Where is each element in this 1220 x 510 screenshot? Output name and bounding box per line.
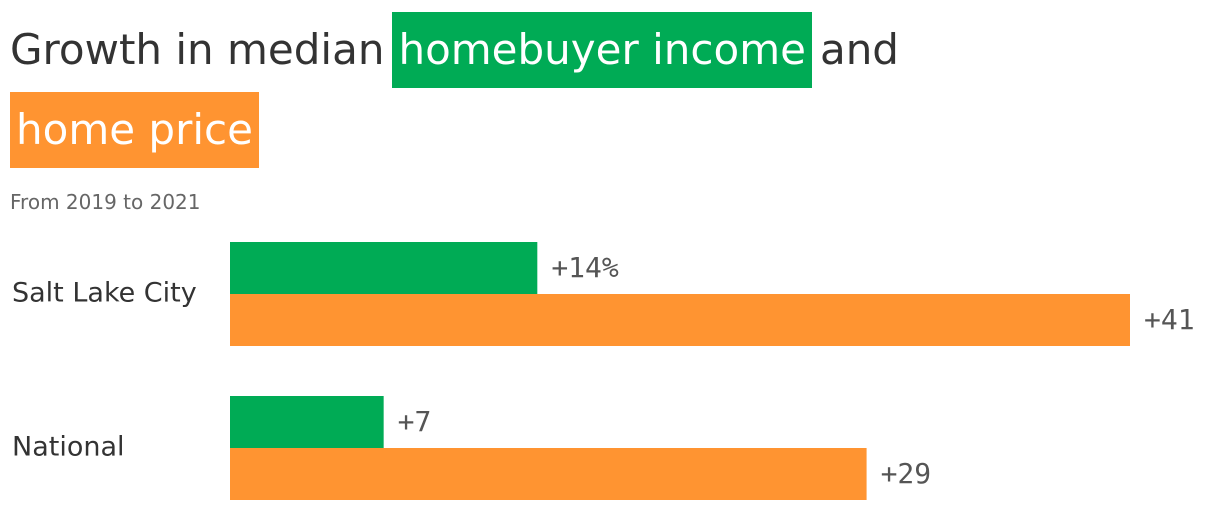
category-label: National bbox=[12, 432, 125, 463]
value-label: +14% bbox=[551, 251, 619, 284]
title-text: Growth in median bbox=[10, 25, 385, 74]
title-highlight: home price bbox=[10, 92, 259, 168]
subtitle: From 2019 to 2021 bbox=[10, 190, 201, 214]
bar bbox=[230, 396, 384, 448]
title-highlight: homebuyer income bbox=[392, 12, 812, 88]
bar bbox=[230, 294, 1130, 346]
value-label: +29 bbox=[881, 457, 932, 490]
category-label: Salt Lake City bbox=[12, 278, 197, 309]
title-text: and bbox=[819, 25, 899, 74]
bar bbox=[230, 448, 867, 500]
bar bbox=[230, 242, 538, 294]
chart-title: Growth in median homebuyer income and home … bbox=[10, 12, 899, 172]
value-label: +41 bbox=[1144, 303, 1195, 336]
value-label: +7 bbox=[398, 405, 432, 438]
